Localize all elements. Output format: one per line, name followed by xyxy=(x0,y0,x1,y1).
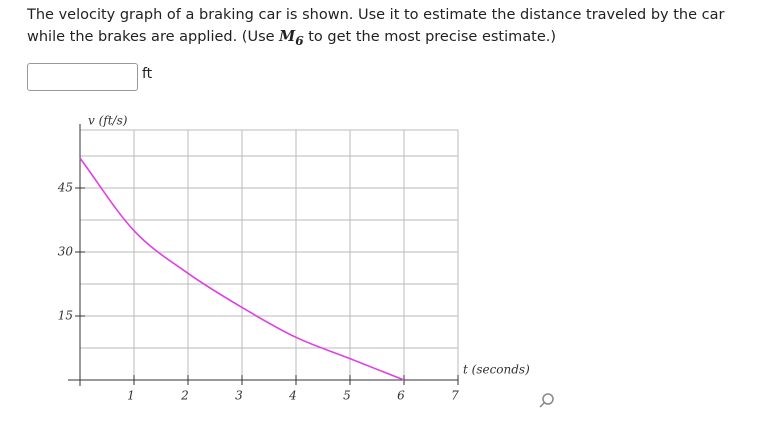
question-text: The velocity graph of a braking car is s… xyxy=(27,7,725,45)
answer-input[interactable] xyxy=(27,63,138,91)
x-tick-label: 2 xyxy=(180,389,189,403)
answer-unit: ft xyxy=(142,66,153,82)
velocity-curve xyxy=(79,157,405,381)
x-axis-label: t (seconds) xyxy=(463,363,530,377)
x-tick-label: 4 xyxy=(288,389,297,403)
x-tick-label: 3 xyxy=(235,389,243,403)
x-tick-label: 6 xyxy=(397,389,405,403)
y-tick-label: 30 xyxy=(58,245,74,259)
x-tick-label: 7 xyxy=(451,389,459,403)
y-tick-label: 45 xyxy=(57,181,73,195)
question: The velocity graph of a braking car is s… xyxy=(27,5,747,52)
x-tick-label: 5 xyxy=(343,389,351,403)
subscript: 6 xyxy=(295,33,304,48)
y-axis-label: v (ft/s) xyxy=(88,114,128,128)
question-text: to get the most precise estimate.) xyxy=(303,29,557,45)
x-tick-label: 1 xyxy=(127,389,135,403)
symbol: M xyxy=(279,28,296,45)
y-tick-label: 15 xyxy=(58,309,73,323)
search-icon[interactable] xyxy=(539,393,554,408)
